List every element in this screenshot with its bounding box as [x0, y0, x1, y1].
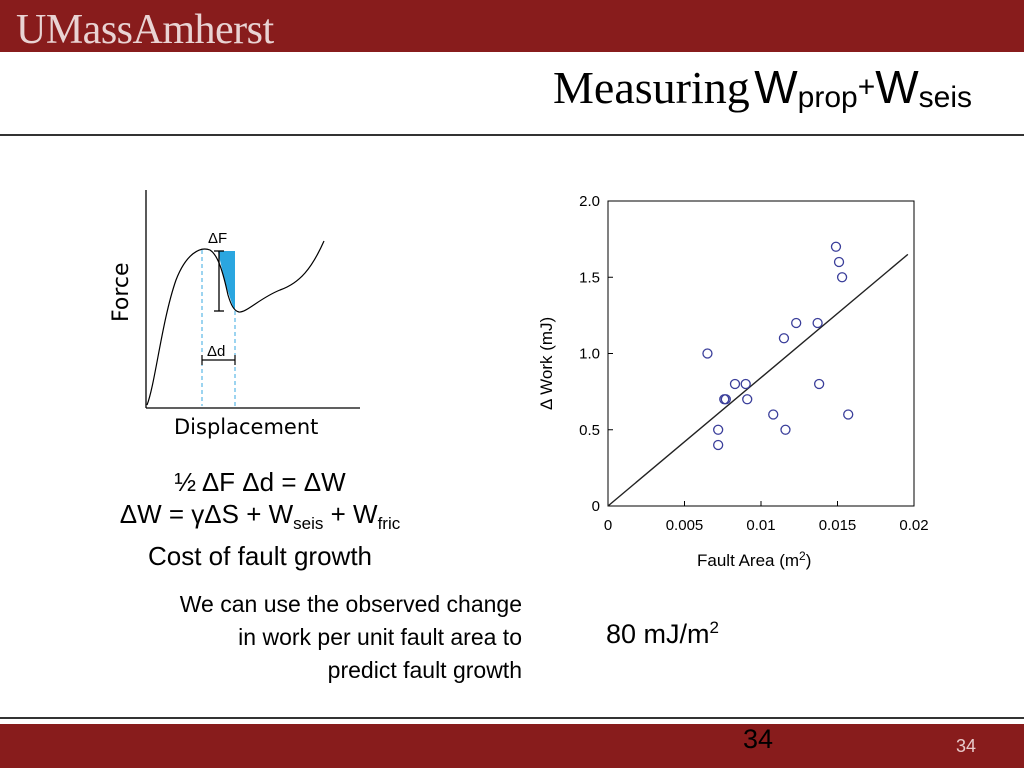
y-axis-title: Δ Work (mJ) [537, 317, 556, 410]
x-axis-title: Fault Area (m2) [697, 549, 811, 570]
note-line-1: We can use the observed change [179, 591, 522, 617]
x-axis-title-sup: 2 [799, 549, 806, 563]
note-text: We can use the observed change in work p… [40, 588, 522, 687]
data-point [768, 409, 779, 420]
delta-f-label: ΔF [208, 230, 227, 247]
data-point [713, 424, 724, 435]
x-tick-label: 0.01 [746, 517, 775, 534]
title-plus: + [857, 70, 876, 104]
equation-2-sub-seis: seis [293, 514, 324, 534]
plot-frame [607, 200, 915, 507]
delta-d-label: Δd [207, 343, 225, 360]
equation-3: Cost of fault growth [148, 541, 372, 572]
x-tick-label: 0.02 [899, 517, 928, 534]
data-point [720, 394, 731, 405]
data-point [740, 378, 751, 390]
title-sub-prop: prop [797, 81, 858, 115]
center-slide-number: 34 [743, 724, 774, 754]
title-sub-seis: seis [918, 81, 972, 115]
data-point [836, 272, 848, 283]
umass-amherst-logo: UMassAmherst [16, 7, 274, 53]
y-tick-label: 2.0 [579, 193, 600, 210]
rate-sup: 2 [709, 618, 719, 637]
title-w-prop: W [754, 61, 798, 113]
data-point [843, 409, 854, 420]
data-point [778, 333, 790, 344]
slide-title: Measuring Wprop+Wseis [553, 60, 972, 130]
x-tick-label: 0.005 [666, 517, 704, 534]
equation-1: ½ ΔF Δd = ΔW [174, 467, 346, 497]
x-tick-label: 0.015 [819, 517, 857, 534]
title-w-seis: W [875, 61, 919, 113]
data-point [742, 394, 753, 405]
note-line-2: in work per unit fault area to [238, 624, 522, 650]
x-tick-label: 0 [604, 517, 612, 534]
y-tick-label: 0.5 [579, 422, 600, 439]
x-axis-title-close: ) [806, 551, 812, 570]
force-axis-label: Force [109, 262, 134, 322]
header-bar: UMassAmherst [0, 0, 1024, 52]
data-point [812, 317, 823, 329]
rate-value: 80 mJ/m [606, 619, 710, 649]
data-point [780, 424, 791, 435]
scatter-chart: 0 0.005 0.01 0.015 0.02 0 0.5 1.0 1.5 2.0 Δ Work… [530, 180, 950, 595]
page-number: 34 [955, 736, 976, 756]
delta-work-area [218, 251, 235, 311]
y-tick-label: 1.0 [579, 346, 600, 363]
footer-bar [0, 724, 1024, 768]
title-divider [0, 134, 1024, 136]
note-line-3: predict fault growth [327, 657, 522, 683]
equation-2-sub-fric: fric [377, 514, 401, 534]
displacement-axis-label: Displacement [174, 415, 318, 439]
data-point [791, 317, 802, 329]
data-point [833, 256, 845, 268]
data-point [830, 241, 842, 252]
data-point [702, 348, 713, 359]
data-point [813, 378, 825, 390]
data-point [713, 439, 724, 451]
force-displacement-diagram: ΔF Δd Force Displacement [100, 180, 370, 450]
equation-2: ΔW = γΔS + Wseis + Wfric [40, 498, 480, 540]
equations-block: ½ ΔF Δd = ΔW ΔW = γΔS + Wseis + Wfric Co… [40, 466, 480, 572]
title-word: Measuring [553, 62, 750, 113]
equation-2-a: ΔW = γΔS + W [119, 499, 294, 529]
x-axis-title-text: Fault Area (m [697, 551, 799, 570]
equation-2-b: + W [323, 499, 378, 529]
fit-line [607, 253, 909, 507]
force-curve [146, 240, 325, 406]
data-point [729, 378, 741, 390]
footer-divider [0, 717, 1024, 719]
rate-text: 80 mJ/m2 [606, 618, 719, 650]
y-tick-label: 0 [592, 498, 600, 515]
y-tick-label: 1.5 [579, 269, 600, 286]
